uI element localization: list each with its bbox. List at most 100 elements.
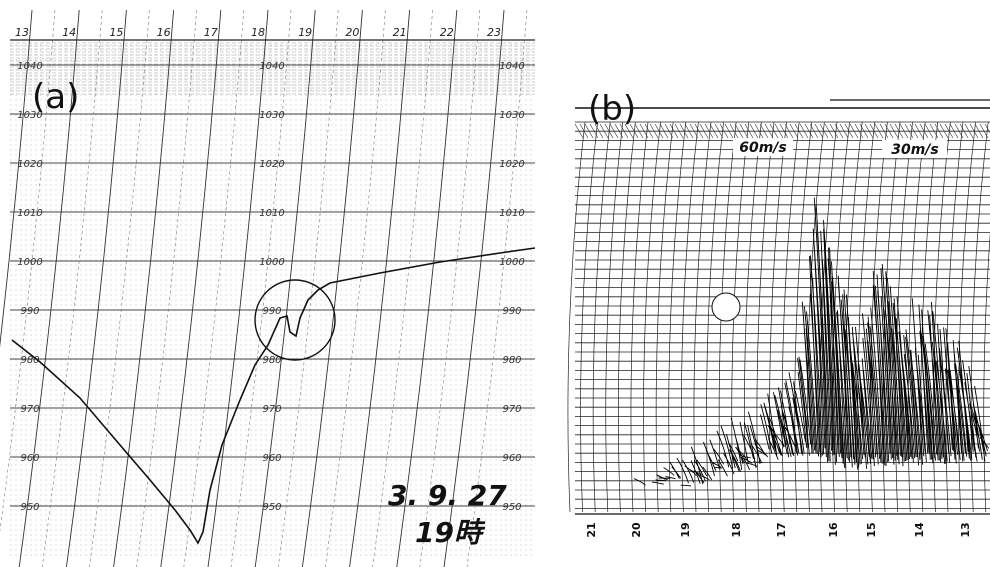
hatch xyxy=(924,123,934,139)
hatch xyxy=(804,123,814,139)
time-arc xyxy=(756,121,775,513)
hatch xyxy=(879,123,889,139)
hour-arc xyxy=(113,9,175,567)
hatch xyxy=(639,123,649,139)
hour-arc xyxy=(396,9,458,567)
half-hour-arc xyxy=(41,9,103,567)
hour-label: 14 xyxy=(62,26,76,39)
pressure-label: 990 xyxy=(502,306,521,317)
pressure-trace xyxy=(11,247,536,545)
hour-arc xyxy=(349,9,411,567)
hatch xyxy=(689,123,699,139)
hour-label: 17 xyxy=(204,26,218,39)
panel-label: (b) xyxy=(588,89,636,129)
half-hour-arc xyxy=(89,9,150,567)
hatch xyxy=(754,123,764,139)
hatch xyxy=(874,123,884,139)
hatch xyxy=(859,123,869,139)
half-hour-arc xyxy=(0,9,56,533)
hatch xyxy=(894,123,904,139)
hatch xyxy=(844,123,854,139)
hatch xyxy=(729,123,739,139)
hatch xyxy=(979,123,989,139)
hatch xyxy=(974,123,984,139)
hatch xyxy=(709,123,719,139)
hatch xyxy=(829,123,839,139)
time-arc xyxy=(605,121,624,513)
pressure-label: 960 xyxy=(502,453,521,464)
hatch xyxy=(959,123,969,139)
hatch xyxy=(684,123,694,139)
pressure-label: 980 xyxy=(20,355,39,366)
pressure-label: 1020 xyxy=(499,159,524,170)
hatch xyxy=(814,123,824,139)
half-hour-arc xyxy=(277,9,339,567)
hatch xyxy=(574,123,584,139)
pressure-label: 990 xyxy=(262,306,281,317)
hatch xyxy=(969,123,979,139)
hatch xyxy=(889,123,899,139)
hatch xyxy=(674,123,684,139)
time-arc xyxy=(668,121,687,513)
hatch xyxy=(914,123,924,139)
hatch xyxy=(789,123,799,139)
label-bg xyxy=(733,138,793,156)
hour-arc xyxy=(301,9,363,567)
speed-label: 30m/s xyxy=(891,142,939,158)
bottom-strip xyxy=(575,514,990,544)
pressure-label: 1030 xyxy=(259,110,284,121)
hatch xyxy=(654,123,664,139)
hatch xyxy=(634,123,644,139)
hatch xyxy=(819,123,829,139)
hatch xyxy=(854,123,864,139)
time-arc xyxy=(630,121,649,513)
hatch xyxy=(694,123,704,139)
hatch xyxy=(944,123,954,139)
hour-arc xyxy=(0,9,33,348)
hour-label: 17 xyxy=(775,522,788,537)
handwritten-date: 3. 9. 27 xyxy=(388,479,507,512)
pressure-label: 990 xyxy=(20,306,39,317)
time-arc xyxy=(907,121,926,513)
hatch xyxy=(824,123,834,139)
hatch xyxy=(939,123,949,139)
hatch xyxy=(919,123,929,139)
hour-label: 16 xyxy=(827,522,840,538)
hour-label: 15 xyxy=(109,26,123,39)
pressure-label: 1010 xyxy=(259,208,284,219)
hour-label: 23 xyxy=(487,26,501,39)
speed-label: 60m/s xyxy=(739,140,787,156)
half-hour-arc xyxy=(136,9,197,567)
hatch xyxy=(909,123,919,139)
pressure-label: 1010 xyxy=(499,208,524,219)
hatch xyxy=(579,123,589,139)
pressure-label: 950 xyxy=(20,502,39,513)
hatch xyxy=(834,123,844,139)
hatch xyxy=(629,123,639,139)
hour-arc xyxy=(65,9,127,567)
pressure-label: 1030 xyxy=(499,110,524,121)
hatch xyxy=(749,123,759,139)
pressure-label: 950 xyxy=(502,502,521,513)
hatch xyxy=(934,123,944,139)
half-hour-arc xyxy=(372,9,433,567)
time-arc xyxy=(617,121,636,513)
time-arc xyxy=(567,121,586,513)
time-arc xyxy=(794,121,813,513)
marker-circle xyxy=(711,292,741,322)
pressure-label: 1040 xyxy=(499,61,524,72)
handwritten-time: 19時 xyxy=(415,516,486,549)
hatch xyxy=(609,123,619,139)
time-arc xyxy=(932,121,951,513)
pressure-label: 970 xyxy=(262,404,281,415)
pressure-label: 1000 xyxy=(259,257,284,268)
time-arc xyxy=(806,121,825,513)
half-hour-arc xyxy=(230,9,292,567)
pressure-label: 1020 xyxy=(17,159,42,170)
hatch xyxy=(594,123,604,139)
pressure-label: 1000 xyxy=(499,257,524,268)
time-arc xyxy=(781,121,800,513)
hour-label: 16 xyxy=(157,26,171,39)
hour-arc xyxy=(254,9,316,567)
hatch xyxy=(724,123,734,139)
